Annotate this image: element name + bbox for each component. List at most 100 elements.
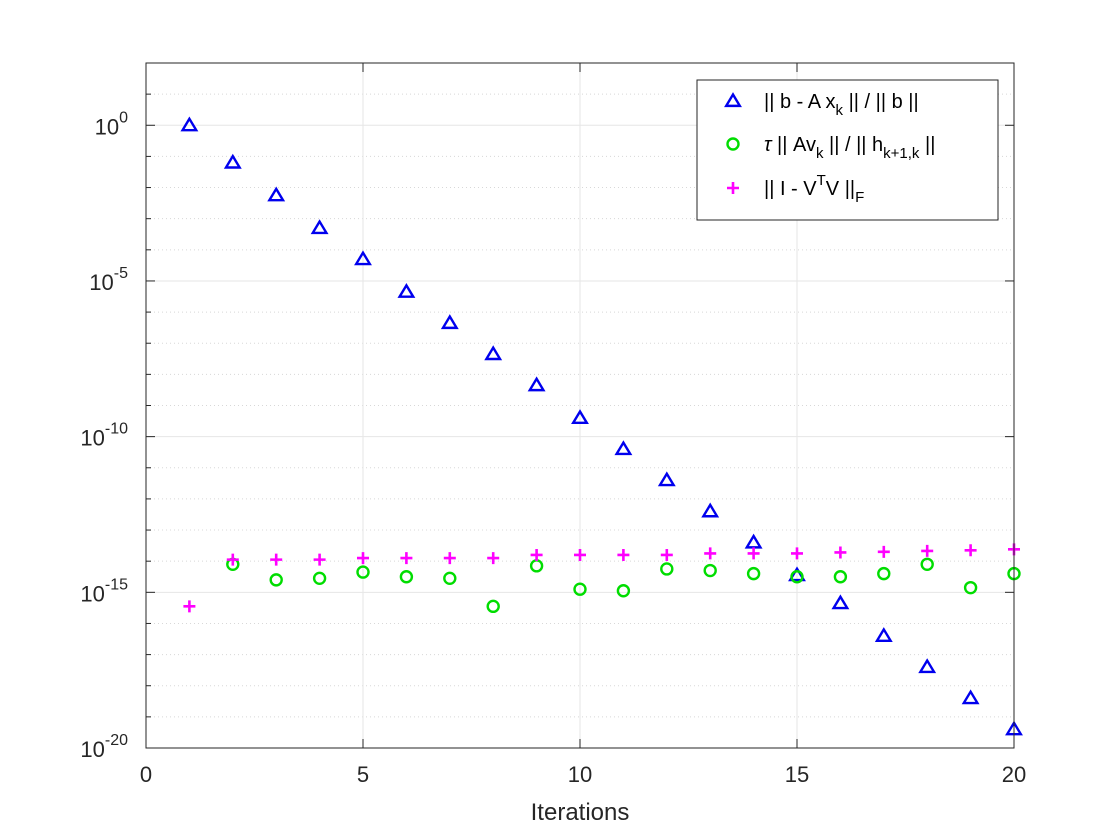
triangle-point — [614, 440, 633, 456]
series-circle — [226, 557, 1021, 614]
plus-point — [747, 547, 760, 560]
circle-point — [269, 573, 283, 587]
legend-label-part: F — [855, 189, 864, 206]
circle-point — [920, 557, 934, 571]
legend-label-part: V || — [826, 178, 855, 200]
y-tick-base: 10 — [80, 426, 104, 451]
y-tick-label: 10-5 — [89, 265, 128, 295]
triangle-point — [831, 594, 850, 610]
y-tick-exponent: 0 — [119, 109, 128, 126]
y-tick-label: 10-15 — [80, 576, 128, 606]
plus-point — [877, 545, 890, 558]
plus-point — [574, 548, 586, 561]
circle-point — [660, 562, 674, 576]
plus-point — [964, 544, 977, 557]
plus-point — [660, 548, 673, 561]
circle-point — [356, 565, 370, 579]
plus-point — [704, 547, 717, 560]
legend-label-part: k+1,k — [883, 145, 920, 162]
triangle-point — [788, 566, 806, 582]
circle-point — [877, 566, 891, 581]
triangle-point — [918, 658, 937, 674]
legend-label-part: T — [817, 172, 826, 189]
legend-label-part: τ — [764, 134, 773, 156]
legend-label-part: || / || b || — [843, 91, 919, 113]
circle-point — [790, 570, 804, 584]
plus-point — [270, 553, 283, 566]
x-axis-label: Iterations — [531, 799, 630, 826]
circle-point — [312, 571, 327, 586]
y-tick-base: 10 — [95, 114, 119, 139]
x-tick-label: 0 — [140, 762, 152, 787]
plus-point — [313, 553, 326, 566]
triangle-point — [267, 186, 286, 202]
y-tick-base: 10 — [80, 737, 104, 762]
x-tick-label: 5 — [357, 762, 369, 787]
y-tick-label: 100 — [95, 109, 128, 139]
legend-label-part: || b - A x — [764, 91, 836, 113]
circle-point — [573, 582, 587, 596]
plus-point — [487, 552, 500, 565]
triangle-point — [180, 116, 199, 132]
y-tick-exponent: -10 — [105, 421, 128, 438]
y-tick-base: 10 — [89, 270, 113, 295]
legend-label-part: || / || h — [823, 134, 883, 156]
legend-marker-plus — [727, 182, 739, 194]
legend-marker-triangle — [724, 92, 742, 108]
y-tick-base: 10 — [80, 581, 104, 606]
legend-label-part: || — [919, 134, 935, 156]
plus-point — [443, 552, 456, 565]
triangle-point — [527, 376, 546, 392]
plus-point — [617, 548, 630, 561]
legend-marker-circle — [726, 137, 740, 151]
circle-point — [963, 580, 978, 595]
triangle-point — [354, 250, 372, 266]
x-tick-label: 15 — [785, 762, 809, 787]
triangle-point — [571, 409, 589, 425]
circle-point — [616, 584, 631, 598]
x-tick-label: 20 — [1002, 762, 1026, 787]
legend-label-part: k — [836, 102, 844, 119]
triangle-point — [874, 627, 893, 642]
plus-point — [791, 547, 803, 560]
plus-point — [400, 552, 413, 565]
y-tick-label: 10-10 — [80, 421, 128, 451]
circle-point — [486, 599, 500, 614]
plus-point — [834, 546, 847, 559]
y-tick-exponent: -15 — [105, 576, 128, 593]
y-tick-exponent: -20 — [105, 732, 128, 749]
triangle-point — [310, 219, 329, 235]
triangle-point — [701, 502, 720, 518]
legend-label-part: || I - V — [764, 178, 817, 200]
circle-point — [443, 571, 457, 586]
legend-label: || I - VTV ||F — [764, 172, 864, 206]
circle-point — [703, 563, 717, 578]
plus-point — [357, 552, 369, 565]
triangle-point — [744, 533, 763, 549]
plus-point — [921, 544, 934, 557]
triangle-point — [440, 314, 459, 330]
ticks — [145, 63, 1015, 749]
triangle-point — [397, 283, 416, 298]
circle-point — [746, 566, 761, 581]
legend-box — [696, 79, 999, 221]
plus-point — [183, 600, 196, 613]
circle-point — [833, 570, 848, 584]
series-triangle — [180, 116, 1023, 736]
legend-label-part: k — [816, 145, 824, 162]
y-tick-label: 10-20 — [80, 732, 128, 762]
plus-point — [530, 548, 543, 561]
circle-point — [399, 570, 414, 584]
triangle-point — [657, 471, 676, 487]
legend: || b - A xk || / || b ||τ || Avk || / ||… — [696, 79, 999, 221]
y-tick-exponent: -5 — [114, 265, 128, 282]
x-tick-label: 10 — [568, 762, 592, 787]
legend-label-part: || Av — [771, 134, 815, 156]
legend-label: τ || Avk || / || hk+1,k || — [764, 134, 935, 162]
plus-point — [226, 553, 239, 566]
triangle-point — [484, 345, 503, 361]
triangle-point — [223, 153, 242, 169]
triangle-point — [961, 689, 980, 705]
